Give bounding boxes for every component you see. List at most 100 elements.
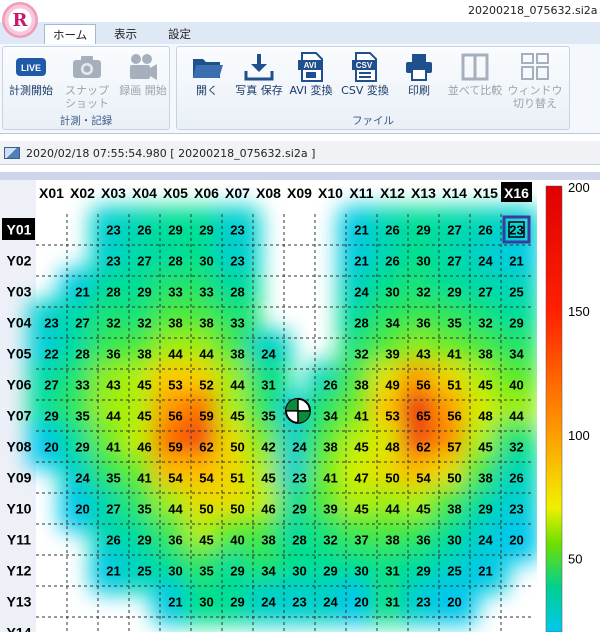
cell-value: 35 xyxy=(199,564,213,579)
cell-value: 21 xyxy=(478,564,492,579)
cell-value: 25 xyxy=(137,564,151,579)
cell-value: 50 xyxy=(199,502,213,517)
column-header[interactable]: X12 xyxy=(380,185,405,201)
start-measure-button[interactable]: LIVE 計測開始 xyxy=(3,51,59,115)
csv-convert-button[interactable]: CSV CSV 変換 xyxy=(337,51,393,115)
column-header[interactable]: X13 xyxy=(411,185,436,201)
group-label-measure: 計測・記録 xyxy=(59,115,113,127)
column-header[interactable]: X09 xyxy=(287,185,312,201)
grid-lines xyxy=(36,214,532,632)
cell-value: 32 xyxy=(137,316,151,331)
cell-value: 27 xyxy=(44,378,58,393)
print-button[interactable]: 印刷 xyxy=(391,51,447,115)
column-header[interactable]: X05 xyxy=(163,185,188,201)
tab-home[interactable]: ホーム xyxy=(44,24,97,44)
cell-value: 25 xyxy=(447,564,461,579)
row-header[interactable]: Y09 xyxy=(7,470,32,486)
column-header[interactable]: X01 xyxy=(39,185,64,201)
cell-value: 27 xyxy=(447,223,461,238)
row-header[interactable]: Y11 xyxy=(7,532,31,548)
cell-value: 23 xyxy=(292,595,306,610)
cell-value: 29 xyxy=(230,564,244,579)
cell-value: 29 xyxy=(447,285,461,300)
row-header[interactable]: Y07 xyxy=(7,408,32,424)
cell-value: 23 xyxy=(44,316,58,331)
start-recording-button[interactable]: 録画 開始 xyxy=(115,51,171,115)
tab-view[interactable]: 表示 xyxy=(114,27,137,41)
column-header[interactable]: X06 xyxy=(194,185,219,201)
cell-value: 45 xyxy=(478,378,492,393)
cell-value: 62 xyxy=(416,440,430,455)
snapshot-button[interactable]: スナップ ショット xyxy=(59,51,115,115)
column-header[interactable]: X02 xyxy=(70,185,95,201)
row-header[interactable]: Y10 xyxy=(7,501,32,517)
print-label: 印刷 xyxy=(408,84,430,97)
row-header[interactable]: Y12 xyxy=(7,563,32,579)
avi-convert-button[interactable]: AVI AVI 変換 xyxy=(283,51,339,115)
cell-value: 56 xyxy=(447,409,461,424)
column-header[interactable]: X03 xyxy=(101,185,126,201)
row-header[interactable]: Y03 xyxy=(7,284,32,300)
cell-value: 44 xyxy=(385,502,400,517)
column-header[interactable]: X07 xyxy=(225,185,250,201)
row-header[interactable]: Y13 xyxy=(7,594,32,610)
cell-value: 29 xyxy=(323,564,337,579)
cell-value: 35 xyxy=(75,409,89,424)
open-button[interactable]: 開く xyxy=(179,51,235,115)
column-header[interactable]: X08 xyxy=(256,185,281,201)
row-header[interactable]: Y06 xyxy=(7,377,32,393)
cell-value: 54 xyxy=(168,471,183,486)
pressure-heatmap[interactable]: X01 X02 X03 X04 X05 X06 X07 X08 X09 X10 X11 X12 X13 X… xyxy=(0,172,600,632)
camera-icon xyxy=(73,56,101,78)
cell-value: 53 xyxy=(168,378,182,393)
row-header[interactable]: Y04 xyxy=(7,315,32,331)
avi-file-icon: AVI xyxy=(298,52,323,82)
column-header[interactable]: X15 xyxy=(473,185,498,201)
cell-value: 54 xyxy=(416,471,431,486)
row-header[interactable]: Y05 xyxy=(7,346,32,362)
cell-value: 45 xyxy=(230,409,244,424)
selected-column-header-bg xyxy=(501,182,532,202)
image-info-text: 2020/02/18 07:55:54.980 [ 20200218_07563… xyxy=(26,147,316,160)
cell-value: 23 xyxy=(416,595,430,610)
column-header[interactable]: X16 xyxy=(504,185,529,201)
window-switch-button[interactable]: ウィンドウ 切り替え xyxy=(507,51,563,115)
cell-value: 32 xyxy=(509,440,523,455)
cell-value: 30 xyxy=(354,564,368,579)
cell-value: 35 xyxy=(261,409,275,424)
column-header[interactable]: X04 xyxy=(132,185,157,201)
cell-value: 62 xyxy=(199,440,213,455)
column-header[interactable]: X10 xyxy=(318,185,343,201)
row-header[interactable]: Y02 xyxy=(7,253,32,269)
cell-value: 34 xyxy=(261,564,276,579)
column-header[interactable]: X14 xyxy=(442,185,467,201)
compare-button[interactable]: 並べて比較 xyxy=(447,51,503,115)
selected-cell-outline[interactable] xyxy=(502,215,531,244)
cell-value: 43 xyxy=(106,378,120,393)
cell-value: 26 xyxy=(509,471,523,486)
save-photo-button[interactable]: 写真 保存 xyxy=(231,51,287,115)
window-title: 20200218_075632.si2a - S xyxy=(468,4,600,17)
column-header[interactable]: X11 xyxy=(349,185,373,201)
cell-value: 51 xyxy=(447,378,461,393)
save-image-icon xyxy=(244,54,274,81)
cell-value: 45 xyxy=(354,502,368,517)
cell-value: 27 xyxy=(447,254,461,269)
cell-value: 38 xyxy=(354,378,368,393)
cell-value: 44 xyxy=(199,347,214,362)
cell-value: 30 xyxy=(385,285,399,300)
cell-value: 50 xyxy=(230,440,244,455)
cell-value: 44 xyxy=(106,409,121,424)
row-header[interactable]: Y08 xyxy=(7,439,32,455)
app-logo-icon[interactable]: R xyxy=(2,2,38,38)
cell-value: 37 xyxy=(354,533,368,548)
cell-value: 28 xyxy=(230,285,244,300)
tab-settings[interactable]: 設定 xyxy=(168,27,191,41)
row-header[interactable]: Y14 xyxy=(7,625,32,632)
cell-value: 27 xyxy=(478,285,492,300)
cell-value: 44 xyxy=(509,409,524,424)
cell-value: 45 xyxy=(416,502,430,517)
cell-value: 28 xyxy=(75,347,89,362)
cell-value: 27 xyxy=(106,502,120,517)
row-header[interactable]: Y01 xyxy=(7,222,32,238)
